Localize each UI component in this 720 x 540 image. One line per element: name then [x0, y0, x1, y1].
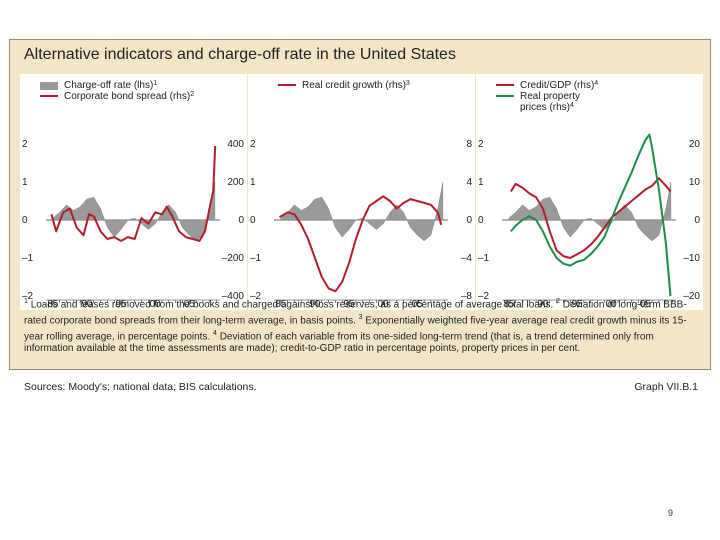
lhs-tick-label: 0 — [22, 215, 28, 226]
x-tick-label: 85 — [275, 299, 287, 310]
spread-line — [50, 145, 217, 242]
x-tick-label: 05 — [640, 299, 652, 310]
x-tick-label: 90 — [309, 299, 321, 310]
footnote-mark-3: 3 — [358, 313, 363, 321]
footnote-3: Exponentially weighted five-year average… — [24, 315, 687, 342]
footnote-2: Deviation of long-term BBB-rated corpora… — [24, 299, 687, 327]
rhs-tick-label: –20 — [683, 291, 700, 302]
x-tick-label: 85 — [47, 299, 59, 310]
rhs-tick-label: 200 — [227, 177, 244, 188]
rhs-tick-label: 4 — [466, 177, 472, 188]
rhs-tick-label: 8 — [466, 139, 472, 150]
rhs-tick-label: –10 — [683, 253, 700, 264]
x-tick-label: 00 — [378, 299, 390, 310]
footnotes: 1 Loans and leases removed from the book… — [24, 296, 700, 356]
rhs-tick-label: 0 — [694, 215, 700, 226]
rhs-tick-label: –200 — [222, 253, 245, 264]
footnote-1: Loans and leases removed from the books … — [30, 299, 554, 311]
lhs-tick-label: –1 — [250, 253, 262, 264]
sources: Sources: Moody's; national data; BIS cal… — [24, 381, 257, 393]
legend-swatch-charge-off — [40, 82, 58, 90]
footnote-mark-2: 2 — [556, 298, 560, 305]
legend-sup: 4 — [570, 102, 574, 109]
lhs-tick-label: 2 — [22, 139, 28, 150]
footnote-mark-4: 4 — [213, 329, 217, 337]
lhs-tick-label: 1 — [22, 177, 28, 188]
lhs-tick-label: 2 — [250, 139, 256, 150]
x-tick-label: 05 — [184, 299, 196, 310]
x-tick-label: 95 — [343, 299, 355, 310]
rhs-tick-label: 20 — [689, 139, 701, 150]
rhs-tick-label: 10 — [689, 177, 701, 188]
graph-title: Alternative indicators and charge-off ra… — [24, 46, 456, 63]
lhs-tick-label: 1 — [250, 177, 256, 188]
legend-label: prices (rhs)4 — [520, 102, 574, 114]
graph-box: Alternative indicators and charge-off ra… — [9, 39, 711, 393]
credit_gdp-line — [510, 177, 672, 259]
rhs-tick-label: –400 — [222, 291, 245, 302]
x-tick-label: 90 — [81, 299, 93, 310]
charge-off-area — [280, 181, 444, 242]
lhs-tick-label: –2 — [250, 291, 262, 302]
rhs-tick-label: –4 — [461, 253, 473, 264]
x-tick-label: 90 — [537, 299, 549, 310]
panel-3: Credit/GDP (rhs)4 Real property prices (rh… — [476, 74, 703, 310]
legend-sup: 4 — [594, 80, 598, 87]
legend-sup: 1 — [153, 80, 157, 87]
legend-label: Real credit growth (rhs)3 — [302, 80, 410, 92]
panel-1: Charge-off rate (lhs)1 Corporate bond spr… — [20, 74, 247, 310]
charge-off-area — [52, 181, 216, 242]
lhs-tick-label: –2 — [478, 291, 490, 302]
x-tick-label: 05 — [412, 299, 424, 310]
lhs-tick-label: –2 — [22, 291, 34, 302]
lhs-tick-label: –1 — [478, 253, 490, 264]
property-line — [510, 133, 672, 297]
legend-sup: 3 — [406, 80, 410, 87]
x-tick-label: 85 — [503, 299, 515, 310]
panel-2: Real credit growth (rhs)3 2 1 0 –1 –2 8 4 0 –4 –8 8… — [248, 74, 475, 310]
lhs-tick-label: 2 — [478, 139, 484, 150]
x-tick-label: 00 — [606, 299, 618, 310]
rhs-tick-label: 0 — [466, 215, 472, 226]
rhs-tick-label: 0 — [238, 215, 244, 226]
legend-label: Corporate bond spread (rhs)2 — [64, 91, 194, 103]
legend-label: Credit/GDP (rhs)4 — [520, 80, 598, 92]
legend-label: Charge-off rate (lhs)1 — [64, 80, 157, 92]
x-tick-label: 00 — [150, 299, 162, 310]
x-tick-label: 95 — [571, 299, 583, 310]
footnote-4: Deviation of each variable from its one-… — [24, 330, 654, 355]
graph-id: Graph VII.B.1 — [634, 381, 698, 393]
lhs-tick-label: 1 — [478, 177, 484, 188]
x-tick-label: 95 — [115, 299, 127, 310]
credit_growth-line — [278, 195, 443, 293]
lhs-tick-label: 0 — [478, 215, 484, 226]
rhs-tick-label: –8 — [461, 291, 473, 302]
rhs-tick-label: 400 — [227, 139, 244, 150]
legend-sup: 2 — [190, 91, 194, 98]
page-number: 9 — [668, 508, 674, 518]
charge-off-area — [508, 181, 672, 242]
legend-label: Real property — [520, 91, 580, 102]
lhs-tick-label: –1 — [22, 253, 34, 264]
lhs-tick-label: 0 — [250, 215, 256, 226]
footnote-mark-1: 1 — [24, 298, 28, 305]
panel-2-chart: Real credit growth (rhs)3 2 1 0 –1 –2 8 4 0 –4 –8 8… — [250, 80, 473, 311]
